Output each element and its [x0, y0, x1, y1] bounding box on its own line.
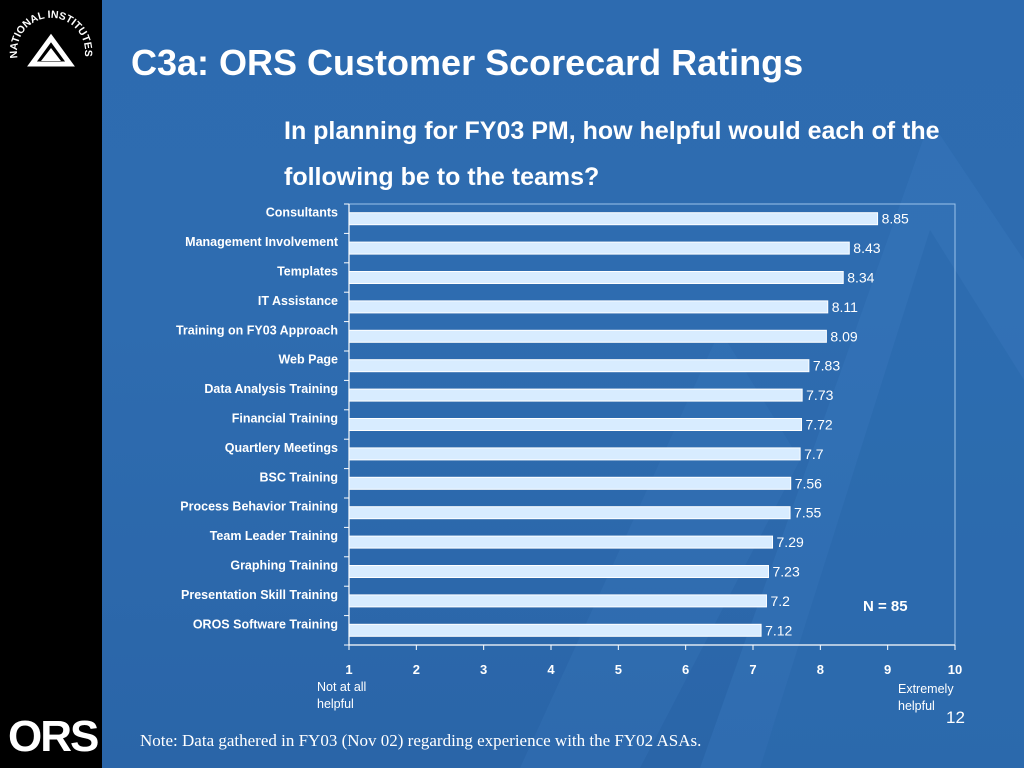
category-label: BSC Training [260, 470, 338, 484]
x-tick-label: 4 [547, 662, 555, 677]
bar [348, 418, 802, 431]
value-label: 7.72 [805, 417, 832, 433]
value-label: 8.85 [882, 211, 909, 227]
value-label: 8.43 [853, 240, 880, 256]
bar [348, 300, 829, 314]
bar [348, 359, 810, 373]
bar [348, 241, 850, 255]
ors-logo: ORS [8, 712, 99, 761]
category-label: Quartlery Meetings [225, 441, 338, 455]
value-label: 7.29 [777, 534, 804, 550]
category-label: Presentation Skill Training [181, 588, 338, 602]
bar [348, 388, 803, 402]
x-tick-label: 10 [948, 662, 962, 677]
category-label: Graphing Training [230, 559, 338, 573]
category-label: OROS Software Training [193, 617, 338, 631]
bar [348, 535, 774, 549]
category-label: Data Analysis Training [204, 382, 338, 396]
x-tick-label: 8 [817, 662, 824, 677]
value-label: 7.73 [806, 387, 833, 403]
bar [348, 212, 879, 226]
value-label: 7.2 [770, 593, 790, 609]
chart-question: In planning for FY03 PM, how helpful wou… [284, 117, 940, 191]
category-label: IT Assistance [258, 294, 338, 308]
value-label: 7.7 [804, 446, 824, 462]
value-label: 8.11 [832, 299, 858, 315]
value-label: 7.56 [795, 475, 822, 491]
x-axis-high-label: helpful [898, 699, 935, 713]
bar [348, 476, 792, 490]
x-tick-label: 2 [413, 662, 420, 677]
bar [348, 565, 769, 578]
value-label: 7.55 [794, 505, 821, 521]
bar [348, 506, 791, 520]
x-axis-high-label: Extremely [898, 682, 954, 696]
category-label: Consultants [266, 206, 338, 220]
left-sidebar [0, 0, 102, 768]
x-tick-label: 1 [345, 662, 352, 677]
x-axis-low-label: Not at all [317, 680, 366, 694]
x-axis-low-label: helpful [317, 697, 354, 711]
category-label: Web Page [278, 353, 338, 367]
bar [348, 623, 762, 637]
nih-logo: NATIONAL INSTITUTES OF HEALTH [8, 8, 94, 67]
footnote: Note: Data gathered in FY03 (Nov 02) reg… [140, 731, 702, 750]
sample-size-label: N = 85 [863, 598, 908, 615]
category-label: Templates [277, 265, 338, 279]
category-label: Team Leader Training [210, 529, 338, 543]
bar [348, 329, 827, 343]
bar [348, 271, 844, 284]
category-label: Process Behavior Training [180, 500, 338, 514]
value-label: 7.23 [772, 564, 799, 580]
value-label: 7.12 [765, 622, 792, 638]
x-tick-label: 5 [615, 662, 622, 677]
bar [348, 447, 801, 461]
value-label: 8.09 [830, 328, 857, 344]
x-tick-label: 7 [749, 662, 756, 677]
bar [348, 594, 767, 608]
x-tick-label: 6 [682, 662, 689, 677]
category-label: Management Involvement [185, 235, 339, 249]
x-tick-label: 9 [884, 662, 891, 677]
x-tick-label: 3 [480, 662, 487, 677]
category-label: Training on FY03 Approach [176, 323, 338, 337]
value-label: 7.83 [813, 358, 840, 374]
page-number: 12 [946, 708, 965, 727]
value-label: 8.34 [847, 270, 874, 286]
category-label: Financial Training [232, 412, 338, 426]
slide-title: C3a: ORS Customer Scorecard Ratings [131, 42, 804, 83]
